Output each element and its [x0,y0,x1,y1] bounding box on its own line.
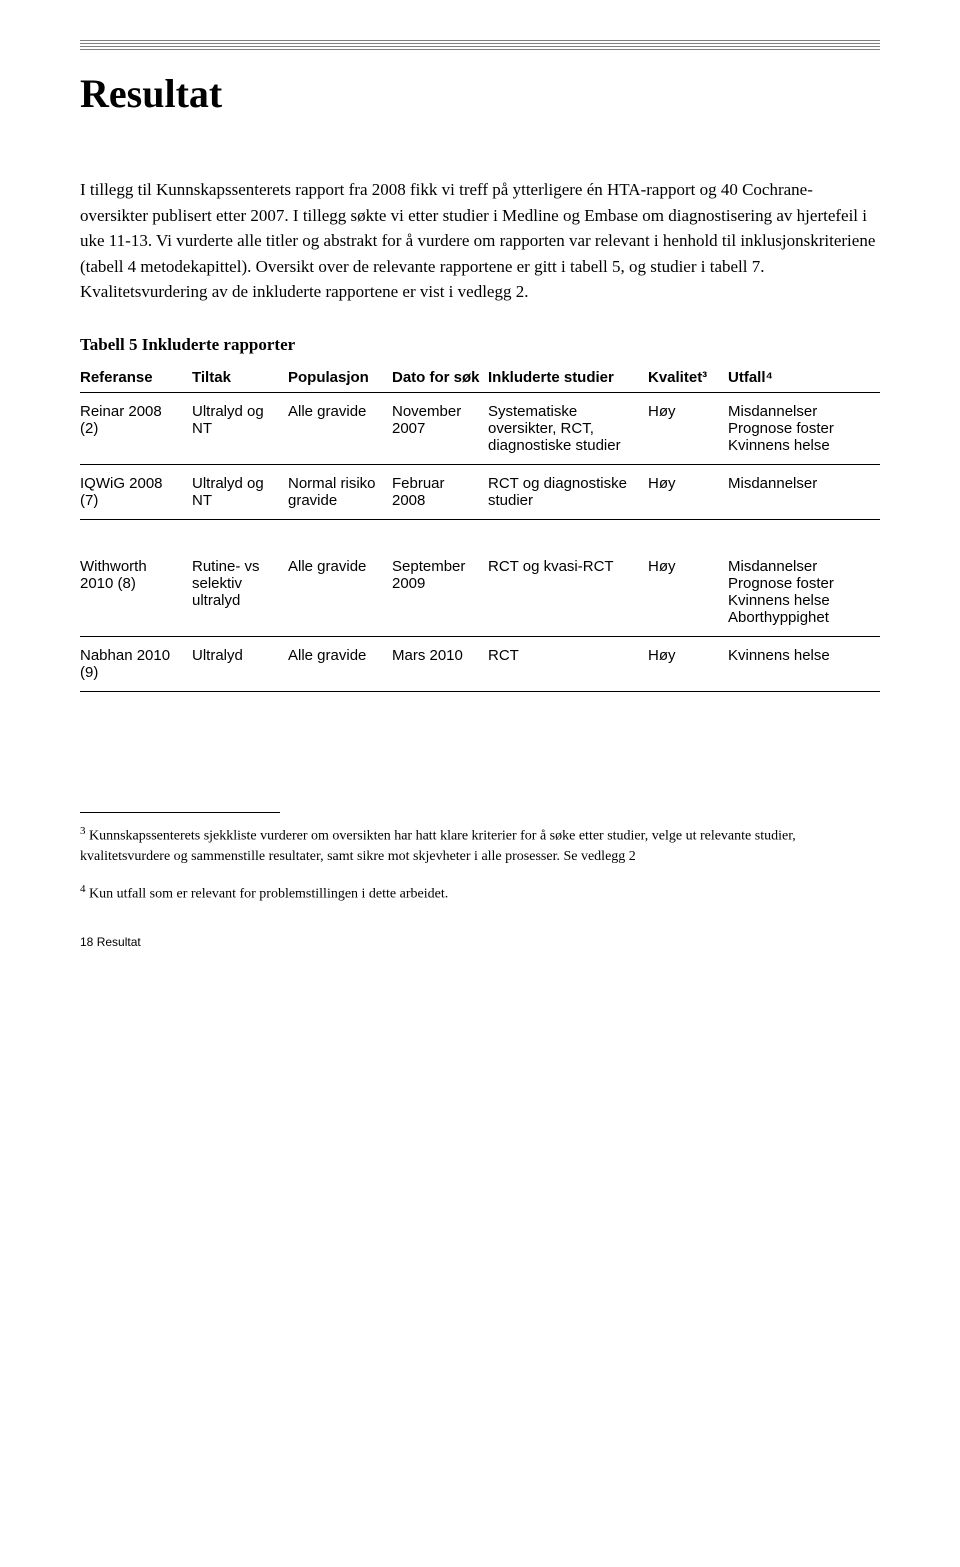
page-number: 18 [80,935,93,949]
table-row: Reinar 2008 (2) Ultralyd og NT Alle grav… [80,392,880,464]
footnote-4: 4 Kun utfall som er relevant for problem… [80,881,880,905]
col-header-tiltak: Tiltak [192,363,288,393]
col-header-dato: Dato for søk [392,363,488,393]
page-footer: 18 Resultat [80,935,880,949]
header-rule [80,40,880,50]
cell-utfall: Misdannelser [728,464,880,519]
col-header-kvalitet: Kvalitet³ [648,363,728,393]
footnote-3: 3 Kunnskapssenterets sjekkliste vurderer… [80,823,880,868]
cell-tiltak: Ultralyd [192,636,288,691]
cell-pop: Alle gravide [288,392,392,464]
cell-pop: Alle gravide [288,548,392,637]
cell-dato: November 2007 [392,392,488,464]
cell-tiltak: Ultralyd og NT [192,464,288,519]
col-header-inkluderte: Inkluderte studier [488,363,648,393]
col-header-utfall: Utfall⁴ [728,363,880,393]
cell-pop: Alle gravide [288,636,392,691]
page-title: Resultat [80,70,880,117]
footnote-separator [80,812,280,813]
cell-utfall: Kvinnens helse [728,636,880,691]
cell-utfall: Misdannelser Prognose foster Kvinnens he… [728,392,880,464]
cell-kval: Høy [648,636,728,691]
cell-tiltak: Ultralyd og NT [192,392,288,464]
cell-dato: September 2009 [392,548,488,637]
cell-dato: Mars 2010 [392,636,488,691]
cell-ink: RCT og diagnostiske studier [488,464,648,519]
footnote-text: Kunnskapssenterets sjekkliste vurderer o… [80,828,796,864]
cell-kval: Høy [648,392,728,464]
footnote-text: Kun utfall som er relevant for problemst… [86,887,449,902]
cell-ref: Nabhan 2010 (9) [80,636,192,691]
body-paragraph: I tillegg til Kunnskapssenterets rapport… [80,177,880,305]
cell-ink: RCT og kvasi-RCT [488,548,648,637]
table-row: Withworth 2010 (8) Rutine- vs selektiv u… [80,548,880,637]
col-header-referanse: Referanse [80,363,192,393]
table-row: Nabhan 2010 (9) Ultralyd Alle gravide Ma… [80,636,880,691]
cell-ink: RCT [488,636,648,691]
cell-kval: Høy [648,548,728,637]
table-row: IQWiG 2008 (7) Ultralyd og NT Normal ris… [80,464,880,519]
table-title: Tabell 5 Inkluderte rapporter [80,335,880,355]
cell-ref: Withworth 2010 (8) [80,548,192,637]
cell-utfall: Misdannelser Prognose foster Kvinnens he… [728,548,880,637]
cell-ref: Reinar 2008 (2) [80,392,192,464]
col-header-populasjon: Populasjon [288,363,392,393]
cell-ink: Systematiske oversikter, RCT, diagnostis… [488,392,648,464]
included-reports-table: Referanse Tiltak Populasjon Dato for søk… [80,363,880,692]
cell-tiltak: Rutine- vs selektiv ultralyd [192,548,288,637]
cell-dato: Februar 2008 [392,464,488,519]
cell-pop: Normal risiko gravide [288,464,392,519]
cell-ref: IQWiG 2008 (7) [80,464,192,519]
page-section: Resultat [93,935,140,949]
cell-kval: Høy [648,464,728,519]
table-gap [80,519,880,548]
